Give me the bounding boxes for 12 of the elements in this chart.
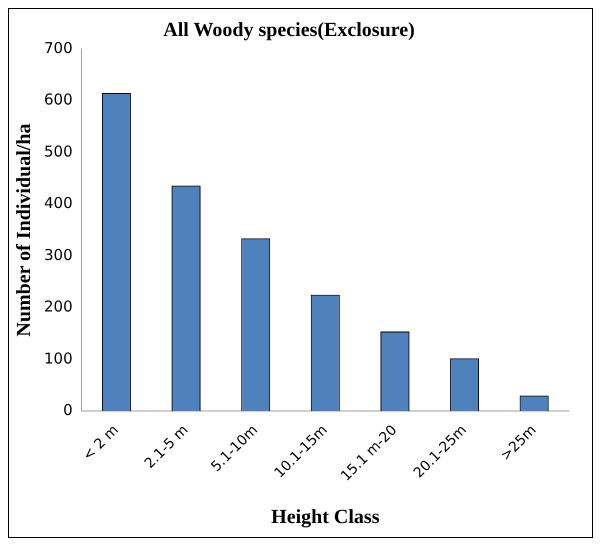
y-tick-label: 500 — [44, 142, 73, 160]
y-tick-label: 400 — [44, 194, 73, 212]
x-axis-title: Height Class — [271, 506, 380, 528]
y-tick-label: 700 — [44, 38, 73, 57]
y-tick-label: 200 — [44, 298, 73, 316]
chart-title: All Woody species(Exclosure) — [163, 19, 415, 42]
y-tick-label: 0 — [63, 401, 73, 420]
y-tick-label: 300 — [44, 246, 73, 264]
y-tick-label: 600 — [44, 90, 73, 109]
x-tick-label: < 2 m — [80, 422, 122, 464]
y-tick-label: 100 — [44, 349, 73, 368]
y-axis-title: Number of Individual/ha — [13, 124, 36, 337]
